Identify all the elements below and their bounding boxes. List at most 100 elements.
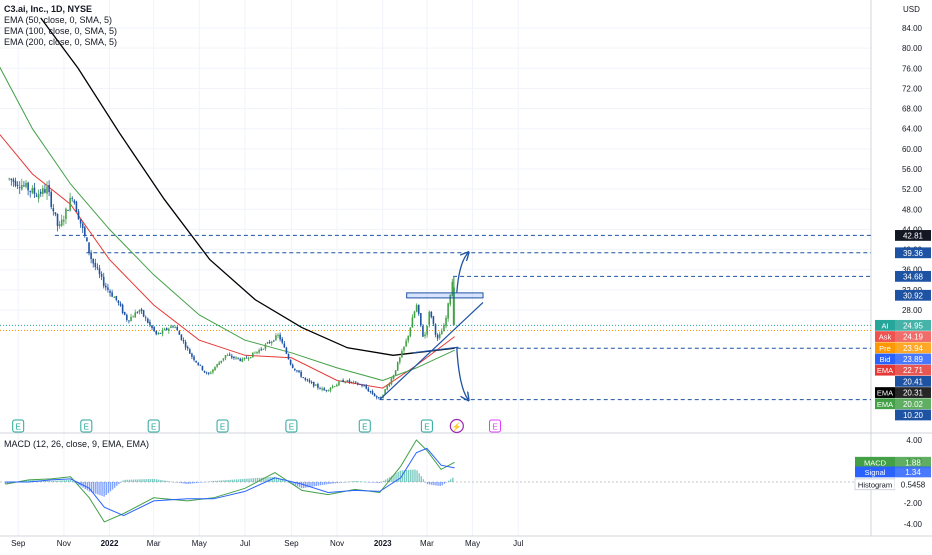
price-tag[interactable]: 20.41 xyxy=(895,375,931,387)
price-tag[interactable]: 39.36 xyxy=(895,247,931,259)
legend-ema-50[interactable]: EMA (50, close, 0, SMA, 5) xyxy=(4,15,113,25)
price-tag-prefix: AI xyxy=(881,321,888,330)
macd-histogram-bar xyxy=(365,481,368,483)
candle-body xyxy=(81,223,84,229)
candle-body xyxy=(79,219,82,224)
macd-histogram-bar xyxy=(334,482,336,484)
macd-histogram-bar xyxy=(105,482,107,495)
price-tag[interactable]: 34.68 xyxy=(895,270,931,282)
candle-body xyxy=(128,320,130,322)
macd-histogram-bar xyxy=(275,477,278,482)
price-tag[interactable]: 30.92 xyxy=(895,289,931,301)
earnings-icon[interactable] xyxy=(488,419,501,433)
macd-histogram-bar xyxy=(357,481,359,482)
earnings-icon[interactable] xyxy=(147,419,160,433)
candle-body xyxy=(121,304,124,313)
macd-histogram-bar xyxy=(433,482,435,486)
macd-histogram-bar xyxy=(103,482,105,497)
macd-histogram-bar xyxy=(141,479,143,482)
price-tag[interactable]: Pre 23.94 xyxy=(875,342,931,354)
candle-body xyxy=(415,305,418,312)
candle-body xyxy=(147,318,149,323)
macd-value-tag[interactable]: MACD 1.88 xyxy=(855,456,931,468)
symbol-title[interactable]: C3.ai, Inc., 1D, NYSE xyxy=(4,4,93,14)
candle-body xyxy=(8,178,11,180)
macd-histogram-bar xyxy=(368,482,370,483)
candle-body xyxy=(226,355,229,357)
price-tag[interactable]: Ask 24.19 xyxy=(875,331,931,342)
candle-body xyxy=(287,353,290,360)
candle-body xyxy=(327,389,330,391)
candle-body xyxy=(180,334,183,340)
macd-histogram-bar xyxy=(412,469,414,482)
macd-histogram-bar xyxy=(160,479,162,482)
legend-ema-100[interactable]: EMA (100, close, 0, SMA, 5) xyxy=(4,26,118,36)
earnings-icon[interactable] xyxy=(358,419,371,433)
candle-body xyxy=(84,227,86,236)
earnings-icon[interactable] xyxy=(80,419,93,433)
macd-histogram-bar xyxy=(328,482,330,485)
price-tag-bg xyxy=(895,319,931,331)
candle-body xyxy=(365,385,368,389)
time-tick-label: 2022 xyxy=(101,539,119,548)
macd-line[interactable] xyxy=(5,439,455,523)
support-line[interactable] xyxy=(412,346,459,354)
candle-body xyxy=(197,362,200,365)
macd-histogram-bar xyxy=(48,480,51,482)
price-tag-prefix: Pre xyxy=(879,344,891,353)
macd-value-tag[interactable]: Signal 1.34 xyxy=(855,466,931,478)
candle-body xyxy=(436,334,439,339)
macd-histogram-bar xyxy=(384,479,387,482)
price-tick-label: 80.00 xyxy=(902,44,923,53)
earnings-icon[interactable] xyxy=(285,419,298,433)
macd-histogram-bar xyxy=(296,482,299,487)
macd-histogram-bar xyxy=(109,482,112,492)
macd-value-tag[interactable]: Histogram 0.5458 xyxy=(854,478,931,491)
ema-line-1[interactable] xyxy=(0,129,455,389)
ema-line-3[interactable] xyxy=(40,17,455,356)
time-tick-label: Mar xyxy=(147,539,161,548)
price-tag[interactable]: EMA 22.71 xyxy=(875,364,931,376)
macd-histogram-bar xyxy=(90,482,93,493)
macd-histogram-bar xyxy=(416,470,418,482)
resistance-box[interactable] xyxy=(406,292,484,299)
candle-body xyxy=(336,384,338,387)
ema-line-2[interactable] xyxy=(0,58,455,382)
signal-line[interactable] xyxy=(5,447,455,517)
price-tag[interactable]: EMA 20.02 xyxy=(875,398,931,410)
price-tag[interactable]: 10.20 xyxy=(895,409,931,421)
candle-body xyxy=(136,312,139,314)
macd-histogram-bar xyxy=(118,482,120,485)
macd-histogram-bar xyxy=(6,482,9,484)
candle-body xyxy=(296,370,298,372)
arrow-up[interactable] xyxy=(456,253,468,293)
candle-body xyxy=(77,211,80,220)
candle-body xyxy=(231,355,233,358)
price-tick-label: 44.00 xyxy=(902,225,923,234)
legend-ema-200[interactable]: EMA (200, close, 0, SMA, 5) xyxy=(4,37,118,47)
candle-body xyxy=(302,377,305,378)
candle-body xyxy=(424,334,426,337)
arrow-down[interactable] xyxy=(456,348,468,399)
earnings-icon[interactable] xyxy=(12,419,25,433)
candle-body xyxy=(58,224,61,227)
macd-histogram-bar xyxy=(76,482,78,484)
price-tag-value: 10.20 xyxy=(903,411,924,420)
earnings-icon[interactable] xyxy=(420,419,433,433)
macd-histogram-bar xyxy=(426,482,429,485)
candle-body xyxy=(380,396,382,399)
price-tag[interactable]: EMA 20.31 xyxy=(875,387,931,398)
macd-histogram-bar xyxy=(380,482,383,483)
price-tag[interactable]: Bid 23.89 xyxy=(875,353,931,365)
macd-histogram-bar xyxy=(63,480,65,482)
macd-legend[interactable]: MACD (12, 26, close, 9, EMA, EMA) xyxy=(4,439,150,449)
macd-histogram-bar xyxy=(132,479,135,482)
candle-body xyxy=(195,360,197,363)
price-tag[interactable]: 42.81 xyxy=(895,230,931,241)
price-tag[interactable]: AI 24.95 xyxy=(875,319,931,331)
candle-body xyxy=(172,326,174,328)
dividend-icon[interactable] xyxy=(449,418,464,434)
candle-body xyxy=(443,325,445,332)
earnings-icon[interactable] xyxy=(216,419,229,433)
